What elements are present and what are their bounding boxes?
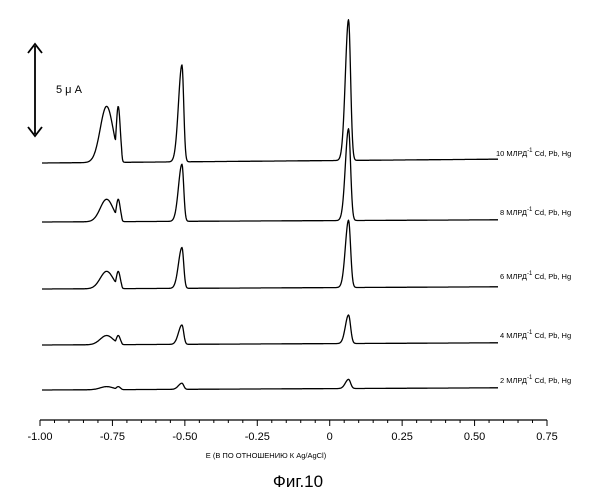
x-tick-label: 0.25 (391, 431, 412, 443)
trace-line (42, 220, 498, 289)
x-axis-title: E (В ПО ОТНОШЕНИЮ К Ag/AgCl) (206, 451, 327, 460)
x-tick-label: 0.50 (464, 431, 485, 443)
figure-caption: Фиг.10 (0, 472, 596, 492)
x-tick-label: 0 (327, 431, 333, 443)
x-tick-label: -0.50 (172, 431, 197, 443)
trace-line (42, 315, 498, 345)
trace-line (42, 129, 498, 222)
traces (42, 20, 498, 390)
scale-bar: 5 μ A (28, 44, 83, 136)
series-labels: 10 МЛРД-1 Cd, Pb, Hg 8 МЛРД-1 Cd, Pb, Hg 6… (496, 148, 571, 385)
x-axis: -1.00 -0.75 -0.50 -0.25 0 0.25 0.50 0.75 E (В ПО… (27, 420, 557, 460)
x-tick-label: -1.00 (27, 431, 52, 443)
x-tick-label: -0.25 (245, 431, 270, 443)
series-label: 10 МЛРД-1 Cd, Pb, Hg (496, 148, 571, 158)
trace-line (42, 20, 498, 163)
trace-line (42, 379, 498, 390)
x-tick-label: -0.75 (100, 431, 125, 443)
series-label: 8 МЛРД-1 Cd, Pb, Hg (500, 207, 571, 217)
series-label: 2 МЛРД-1 Cd, Pb, Hg (500, 375, 571, 385)
series-label: 4 МЛРД-1 Cd, Pb, Hg (500, 330, 571, 340)
x-tick-label: 0.75 (536, 431, 557, 443)
series-label: 6 МЛРД-1 Cd, Pb, Hg (500, 271, 571, 281)
scale-bar-label: 5 μ A (56, 84, 83, 96)
